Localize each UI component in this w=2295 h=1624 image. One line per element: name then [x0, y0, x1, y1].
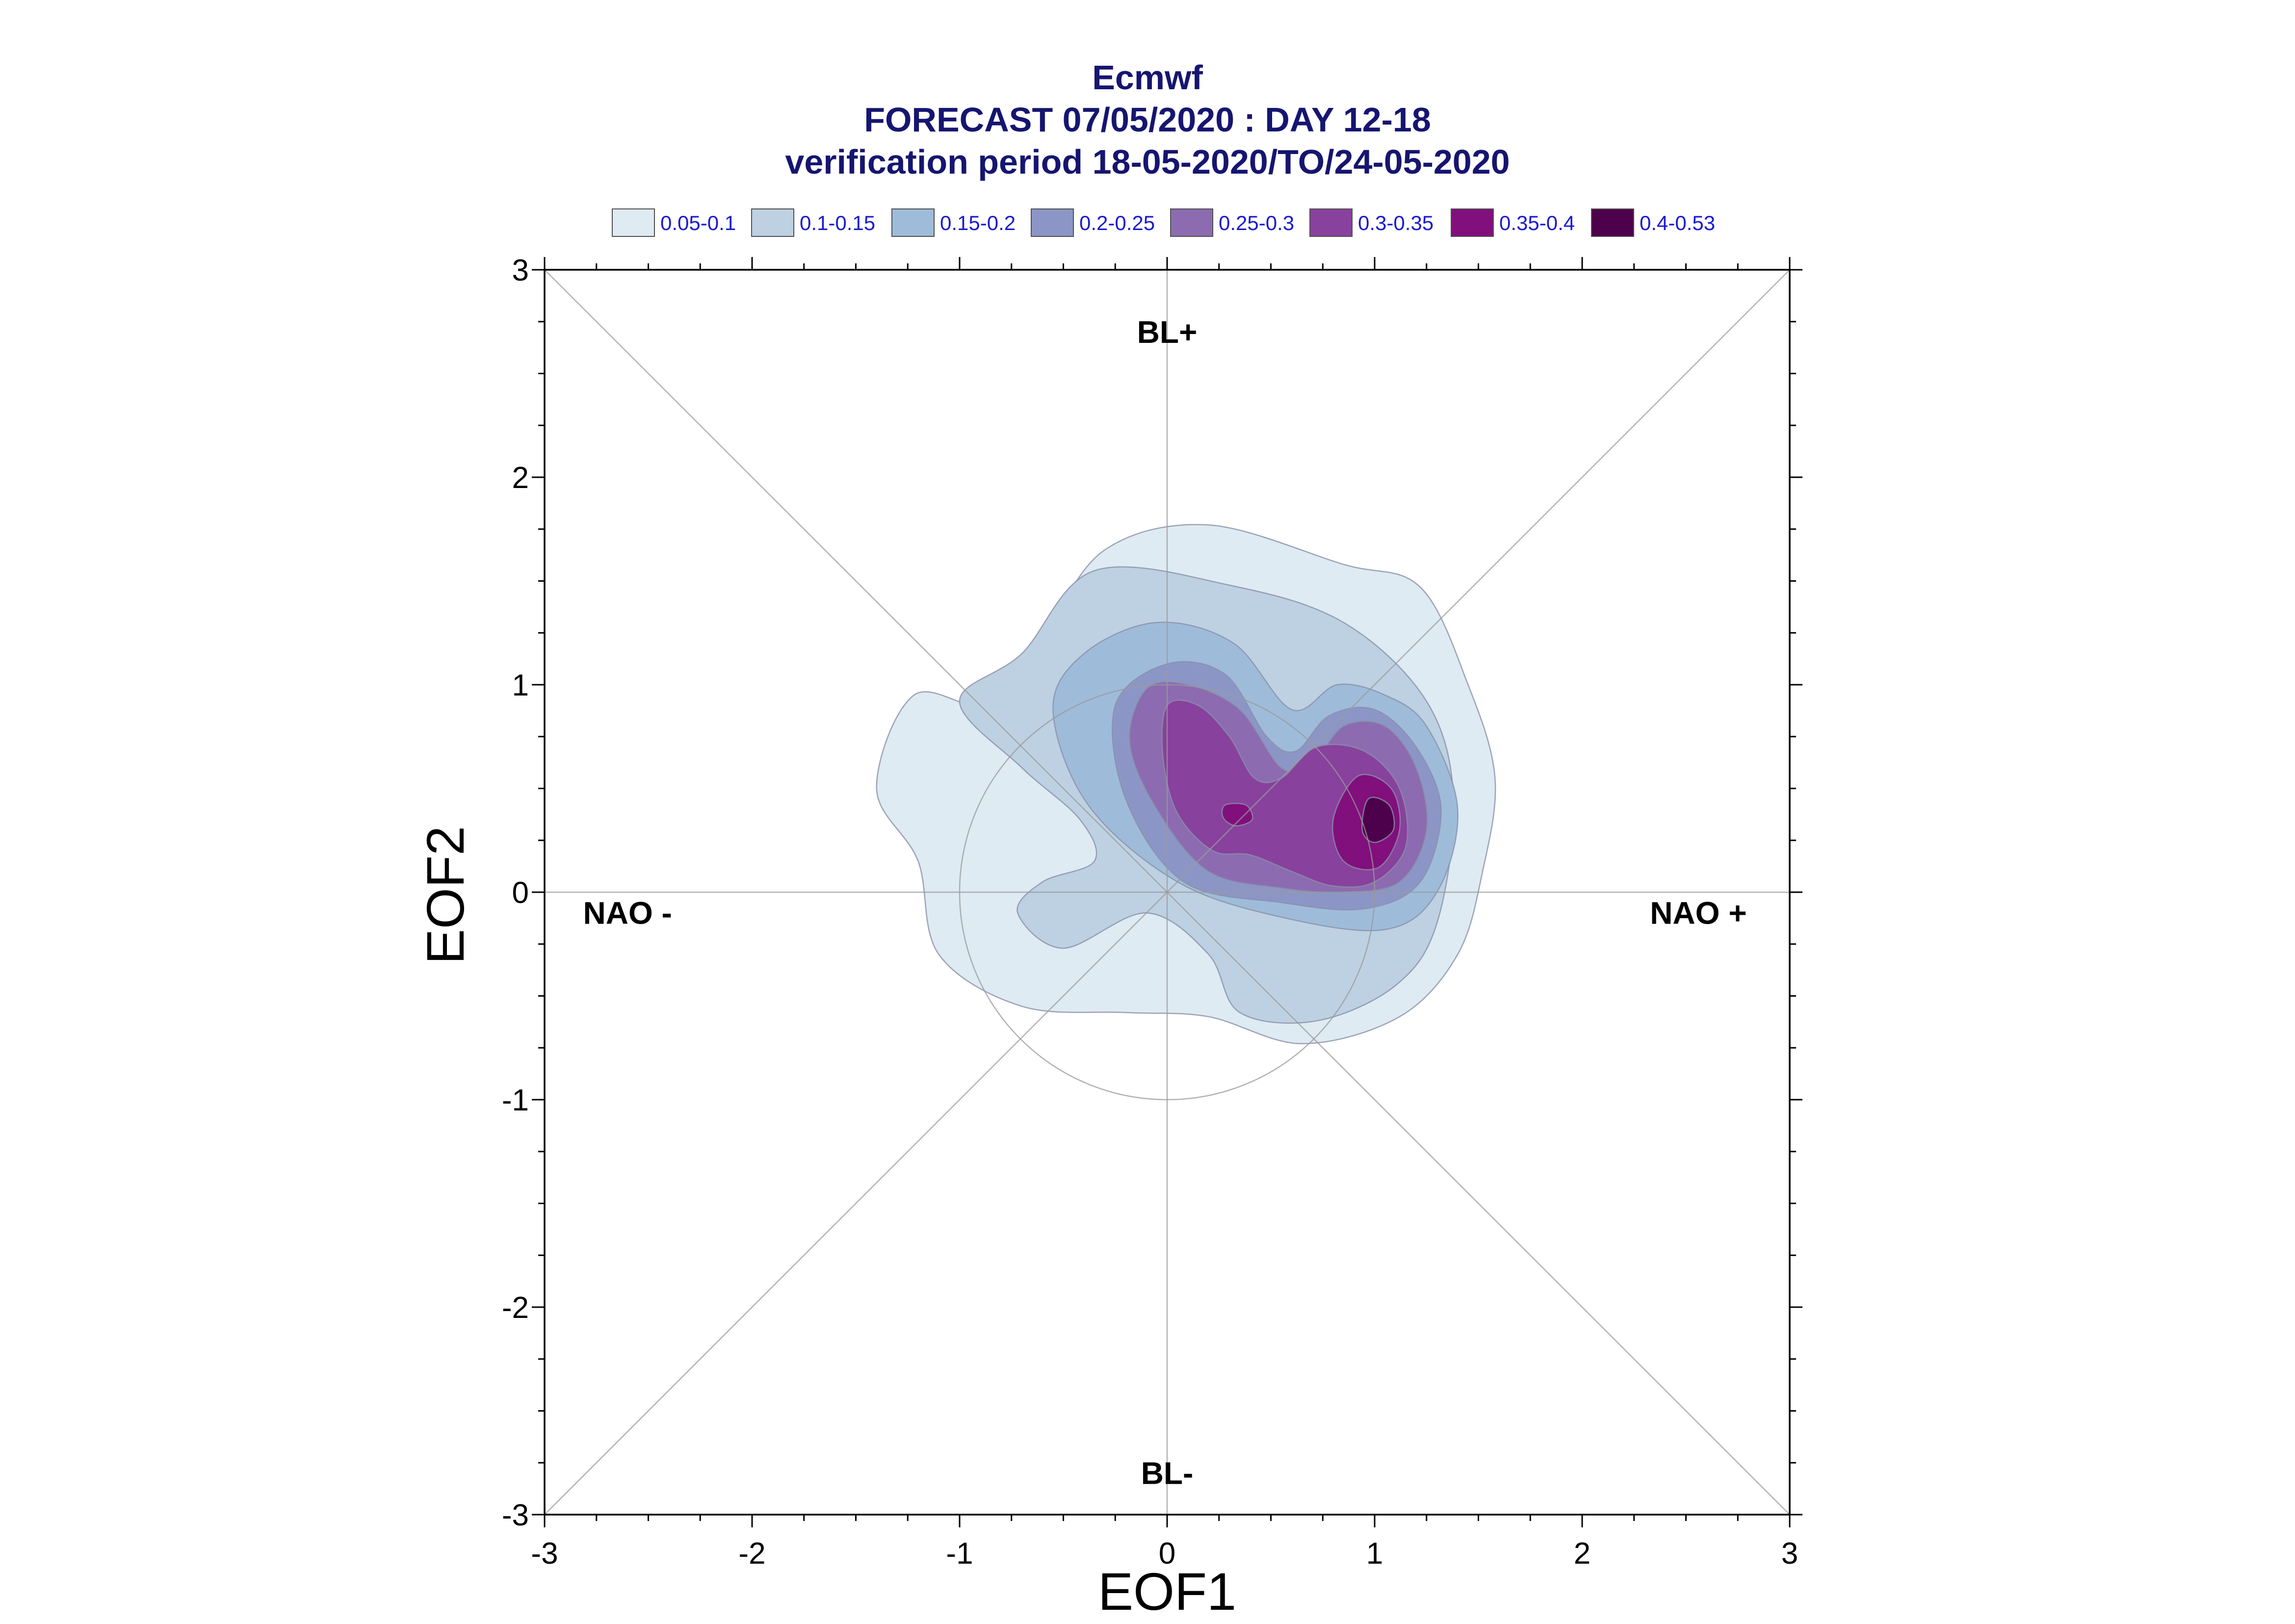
legend-label: 0.4-0.53 — [1640, 211, 1715, 234]
legend-label: 0.05-0.1 — [660, 211, 736, 234]
title-line-2: FORECAST 07/05/2020 : DAY 12-18 — [864, 101, 1431, 139]
guide-lines — [544, 269, 1790, 1515]
y-tick-label: 3 — [512, 254, 529, 287]
y-axis-title: EOF2 — [416, 826, 475, 964]
x-tick-label: 2 — [1574, 1537, 1591, 1571]
legend-label: 0.2-0.25 — [1079, 211, 1155, 234]
legend: 0.05-0.1 0.1-0.15 0.15-0.2 0.2-0.25 0.25-0.3… — [612, 208, 1715, 237]
title-line-3: verification period 18-05-2020/TO/24-05-… — [785, 143, 1510, 181]
y-tick-label: 2 — [512, 461, 529, 495]
axis-ticks: -3 -2 -1 0 1 2 3 -3 -2 -1 0 1 2 3 — [502, 254, 1802, 1571]
legend-label: 0.25-0.3 — [1219, 211, 1294, 234]
x-tick-label: -3 — [531, 1537, 558, 1571]
x-tick-label: -2 — [738, 1537, 765, 1571]
x-axis-title: EOF1 — [1098, 1562, 1236, 1621]
x-tick-label: 0 — [1159, 1537, 1175, 1571]
plot-area: -3 -2 -1 0 1 2 3 -3 -2 -1 0 1 2 3 BL+ BL- NAO - NAO + — [502, 254, 1802, 1571]
x-tick-label: 1 — [1366, 1537, 1383, 1571]
title-line-1: Ecmwf — [1092, 58, 1203, 97]
regime-label: NAO - — [583, 895, 672, 930]
legend-label: 0.15-0.2 — [940, 211, 1016, 234]
regime-label: BL+ — [1137, 314, 1198, 350]
regime-label: BL- — [1141, 1455, 1194, 1491]
regime-labels: BL+ BL- NAO - NAO + — [583, 314, 1747, 1491]
legend-label: 0.1-0.15 — [800, 211, 875, 234]
y-tick-label: -1 — [502, 1083, 529, 1117]
y-tick-label: -2 — [502, 1291, 529, 1325]
y-tick-label: 0 — [512, 876, 529, 910]
legend-label: 0.35-0.4 — [1499, 211, 1575, 234]
legend-swatch — [1309, 208, 1353, 237]
legend-swatch — [612, 208, 655, 237]
contour-level-6 — [1221, 802, 1253, 826]
regime-label: NAO + — [1650, 895, 1747, 930]
legend-swatch — [1031, 208, 1074, 237]
legend-swatch — [1591, 208, 1634, 237]
unit-circle — [959, 684, 1376, 1101]
chart-title: Ecmwf FORECAST 07/05/2020 : DAY 12-18 ve… — [785, 58, 1510, 181]
legend-swatch — [891, 208, 935, 237]
x-tick-label: 3 — [1781, 1537, 1798, 1571]
y-tick-label: 1 — [512, 669, 529, 702]
legend-swatch — [751, 208, 794, 237]
density-contours — [876, 524, 1496, 1045]
y-tick-label: -3 — [502, 1498, 529, 1532]
legend-swatch — [1170, 208, 1213, 237]
x-tick-label: -1 — [946, 1537, 973, 1571]
legend-swatch — [1451, 208, 1494, 237]
legend-label: 0.3-0.35 — [1358, 211, 1434, 234]
contour-level-7 — [1361, 797, 1395, 843]
